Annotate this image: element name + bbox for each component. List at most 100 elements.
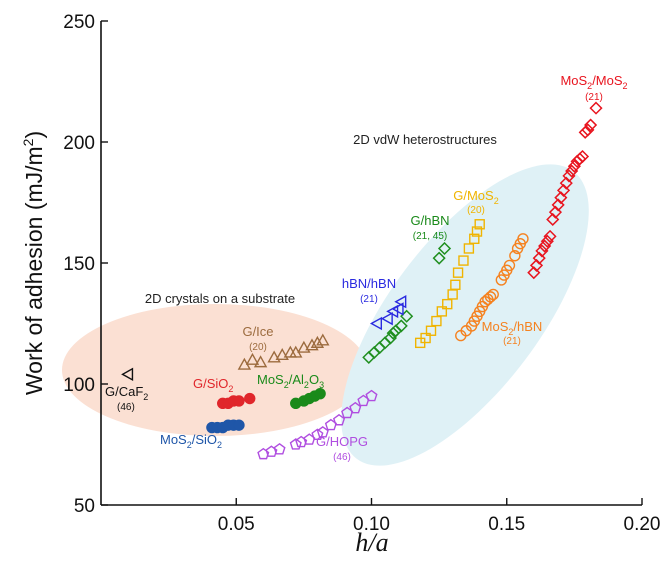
- ref-g-hopg: (46): [333, 452, 351, 463]
- point-mos2-sio2: [233, 419, 245, 431]
- point-hbn-hbn: [391, 302, 404, 316]
- label-mos2-al2o3: MoS2/Al2O3: [257, 372, 324, 390]
- series-mos2-sio2: [206, 419, 245, 434]
- point-g-hopg: [257, 447, 270, 460]
- point-g-ice: [297, 340, 311, 353]
- label-g-caf2: G/CaF2: [105, 384, 148, 402]
- ref-g-ice: (20): [249, 342, 267, 353]
- ref-g-caf2: (46): [117, 402, 135, 413]
- point-g-mos2: [469, 233, 480, 245]
- point-g-hbn: [432, 251, 446, 265]
- series-g-hopg: [257, 389, 378, 460]
- x-tick-label: 0.15: [488, 514, 525, 535]
- point-mos2-mos2: [575, 149, 590, 164]
- label-mos2-mos2: MoS2/MoS2: [560, 73, 627, 91]
- point-g-mos2: [471, 226, 483, 237]
- ref-hbn-hbn: (21): [360, 294, 378, 305]
- point-mos2-mos2: [567, 159, 581, 173]
- point-g-caf2: [121, 367, 134, 382]
- point-g-ice: [310, 335, 325, 348]
- point-g-sio2: [244, 392, 256, 405]
- point-mos2-mos2: [535, 244, 549, 258]
- point-mos2-al2o3: [314, 387, 326, 400]
- series-mos2-mos2: [527, 101, 603, 280]
- x-tick-label: 0.05: [218, 514, 255, 535]
- region-vdw-label: 2D vdW heterostructures: [353, 132, 497, 147]
- region-substrate-label: 2D crystals on a substrate: [145, 291, 295, 306]
- y-tick-label: 150: [63, 254, 95, 275]
- point-g-hopg: [311, 428, 324, 440]
- point-g-mos2: [436, 306, 448, 317]
- point-g-mos2: [420, 332, 431, 344]
- series-mos2-hbn: [455, 233, 529, 342]
- point-mos2-hbn: [509, 250, 521, 262]
- point-g-hbn: [394, 319, 408, 333]
- label-mos2-hbn: MoS2/hBN: [482, 319, 543, 337]
- point-g-hbn: [437, 241, 452, 256]
- point-g-mos2: [458, 255, 469, 266]
- series-mos2-al2o3: [290, 387, 326, 410]
- y-axis-title-text: Work of adhesion (mJ/m: [21, 146, 47, 395]
- label-g-sio2: G/SiO2: [193, 376, 233, 394]
- series-g-hbn: [362, 241, 452, 364]
- ref-mos2-mos2: (21): [585, 92, 603, 103]
- point-mos2-mos2: [589, 101, 603, 115]
- point-g-ice: [253, 355, 268, 368]
- point-g-ice: [316, 333, 330, 346]
- point-g-hopg: [265, 445, 278, 457]
- point-mos2-mos2: [540, 234, 554, 248]
- point-hbn-hbn: [380, 311, 393, 326]
- x-tick-label: 0.10: [353, 514, 390, 535]
- point-mos2-mos2: [578, 125, 592, 139]
- x-tick-label: 0.20: [624, 514, 661, 535]
- series-g-ice: [237, 333, 330, 370]
- label-g-hbn: G/hBN: [410, 213, 449, 228]
- point-mos2-mos2: [565, 164, 579, 178]
- point-g-mos2: [474, 219, 485, 230]
- ref-mos2-hbn: (21): [503, 336, 521, 347]
- y-tick-label: 100: [63, 375, 95, 396]
- point-mos2-hbn: [517, 233, 529, 245]
- point-g-ice: [245, 352, 260, 365]
- point-hbn-hbn: [369, 316, 383, 331]
- point-mos2-hbn: [487, 288, 499, 301]
- point-g-mos2: [452, 267, 464, 278]
- point-g-hopg: [273, 442, 286, 455]
- ref-g-mos2: (20): [467, 205, 485, 216]
- point-g-hopg: [289, 438, 302, 450]
- label-hbn-hbn: hBN/hBN: [342, 276, 396, 291]
- point-g-hbn: [383, 331, 397, 345]
- point-mos2-mos2: [573, 152, 587, 166]
- label-g-hopg: G/HOPG: [316, 434, 368, 449]
- axis-ticks: 0.05 0.10 0.15 0.20 50 100 150 200 250: [63, 12, 660, 535]
- point-mos2-mos2: [584, 118, 598, 132]
- point-g-hopg: [295, 435, 308, 448]
- point-g-ice: [275, 348, 289, 361]
- point-mos2-mos2: [543, 229, 557, 243]
- y-tick-label: 200: [63, 133, 95, 154]
- data-markers: [121, 101, 603, 460]
- label-g-mos2: G/MoS2: [453, 188, 498, 206]
- point-mos2-hbn: [503, 259, 516, 272]
- point-hbn-hbn: [394, 295, 407, 309]
- point-g-mos2: [431, 315, 442, 327]
- label-g-ice: G/Ice: [242, 324, 273, 339]
- substrate-region: [62, 304, 368, 436]
- point-g-ice: [305, 338, 319, 351]
- point-g-hbn: [386, 326, 400, 340]
- x-axis-title: h/a: [355, 528, 388, 557]
- point-g-sio2: [233, 395, 245, 407]
- vdw-region: [341, 164, 589, 466]
- point-g-mos2: [463, 243, 475, 254]
- point-g-mos2: [450, 279, 461, 290]
- ref-g-hbn: (21, 45): [413, 231, 447, 242]
- point-mos2-mos2: [581, 123, 595, 137]
- point-g-mos2: [442, 298, 453, 310]
- series-g-sio2: [217, 392, 256, 410]
- point-mos2-hbn: [484, 291, 497, 303]
- point-g-ice: [267, 350, 281, 363]
- label-mos2-sio2: MoS2/SiO2: [160, 432, 222, 450]
- series-g-caf2: [121, 367, 134, 382]
- series-hbn-hbn: [369, 295, 407, 331]
